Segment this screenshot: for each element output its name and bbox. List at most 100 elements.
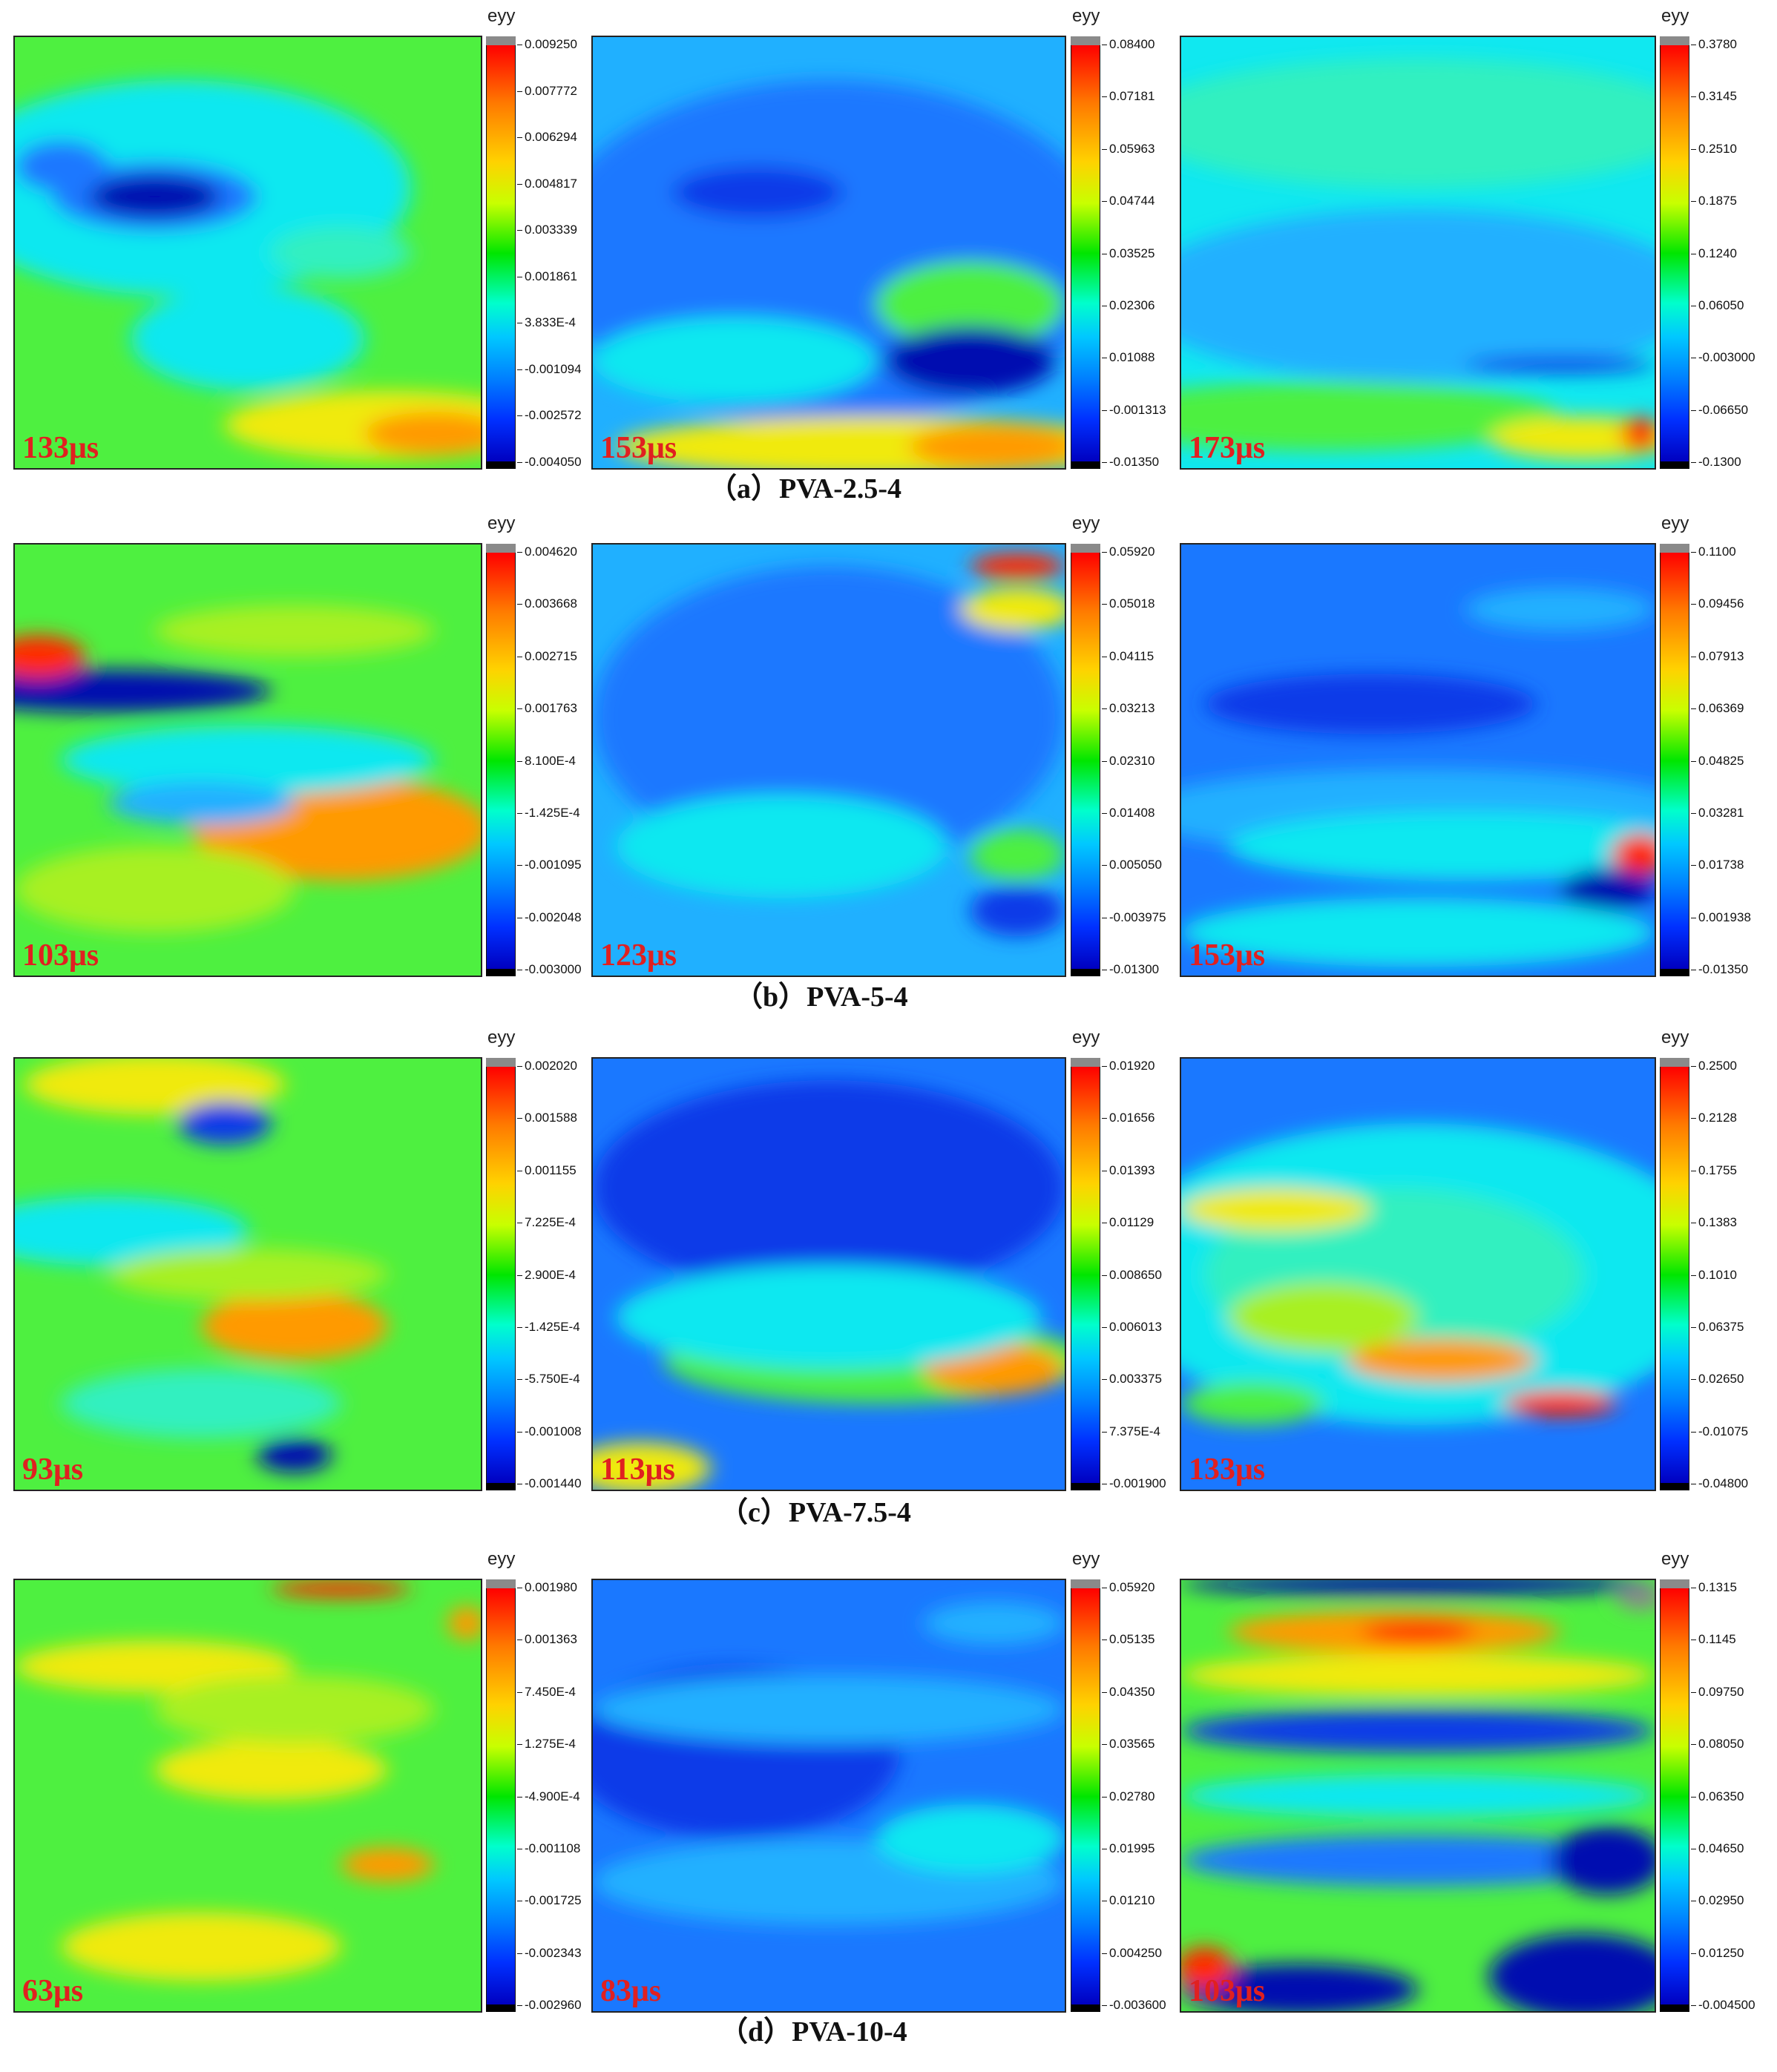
- colorbar-tick-label: -0.003000: [517, 962, 582, 976]
- time-label: 153μs: [1189, 938, 1266, 973]
- colorbar-tick-label: 0.003668: [517, 596, 577, 611]
- colorbar-title: eyy: [1072, 1549, 1100, 1569]
- colorbar-title: eyy: [487, 6, 516, 26]
- colorbar-tick-label: 0.02650: [1690, 1372, 1744, 1387]
- strain-map: 113μs: [591, 1057, 1066, 1491]
- strain-map: 133μs: [13, 36, 482, 470]
- colorbar-title: eyy: [1661, 1027, 1689, 1047]
- colorbar-tick-label: 8.100E-4: [517, 753, 576, 768]
- colorbar: [1071, 1579, 1100, 2012]
- time-label: 153μs: [600, 431, 677, 465]
- strain-map: 83μs: [591, 1579, 1066, 2013]
- colorbar-tick-label: -0.01350: [1101, 455, 1160, 469]
- colorbar: [1071, 1058, 1100, 1490]
- colorbar-tick-label: 0.09750: [1690, 1684, 1744, 1699]
- colorbar-tick-label: 0.03565: [1101, 1737, 1155, 1752]
- colorbar-tick-label: 0.01250: [1690, 1945, 1744, 1960]
- colorbar-tick-label: -0.004050: [517, 455, 582, 469]
- colorbar-title: eyy: [1661, 513, 1689, 533]
- time-label: 173μs: [1189, 431, 1266, 465]
- colorbar-tick-label: 7.450E-4: [517, 1684, 576, 1699]
- colorbar: [486, 1058, 516, 1490]
- colorbar-tick-label: 0.001588: [517, 1111, 577, 1125]
- colorbar-tick-label: 0.09456: [1690, 596, 1744, 611]
- colorbar-title: eyy: [1072, 1027, 1100, 1047]
- time-label: 113μs: [600, 1453, 675, 1487]
- colorbar-tick-label: 0.01995: [1101, 1841, 1155, 1855]
- colorbar-tick-label: 0.007772: [517, 83, 577, 98]
- colorbar-tick-label: -0.06650: [1690, 402, 1749, 417]
- strain-map: 123μs: [591, 543, 1066, 977]
- colorbar-tick-label: 0.02306: [1101, 297, 1155, 312]
- colorbar-tick-label: -0.002343: [517, 1945, 582, 1960]
- colorbar: [486, 36, 516, 469]
- colorbar: [486, 544, 516, 976]
- colorbar-tick-label: -0.003975: [1102, 910, 1166, 924]
- time-label: 133μs: [1189, 1453, 1266, 1487]
- colorbar-tick-label: -0.002048: [517, 910, 582, 924]
- colorbar: [1660, 36, 1689, 469]
- colorbar-tick-label: -0.003600: [1102, 1998, 1166, 2012]
- colorbar: [1071, 36, 1100, 469]
- colorbar-tick-label: 0.07913: [1690, 648, 1744, 663]
- colorbar-tick-label: -0.01300: [1101, 962, 1160, 976]
- colorbar-tick-label: -0.01350: [1690, 962, 1749, 976]
- colorbar-tick-label: 0.002020: [517, 1059, 577, 1073]
- colorbar-tick-label: 0.05135: [1101, 1632, 1155, 1647]
- row-caption: （c）PVA-7.5-4: [720, 1497, 911, 1528]
- colorbar-tick-label: -0.002960: [517, 1998, 582, 2012]
- colorbar: [1071, 544, 1100, 976]
- colorbar-tick-label: -0.001900: [1102, 1476, 1166, 1490]
- colorbar-tick-label: 3.833E-4: [517, 315, 576, 330]
- colorbar-tick-label: 0.02780: [1101, 1789, 1155, 1803]
- colorbar-tick-label: -4.900E-4: [517, 1789, 580, 1803]
- colorbar-tick-label: -0.001108: [516, 1841, 581, 1855]
- colorbar-tick-label: 0.1145: [1691, 1632, 1736, 1647]
- strain-map: 103μs: [1180, 1579, 1656, 2013]
- time-label: 83μs: [600, 1974, 662, 2008]
- row-caption: （b）PVA-5-4: [735, 981, 908, 1013]
- colorbar-tick-label: 0.06375: [1690, 1319, 1744, 1334]
- colorbar-tick-label: 0.1755: [1691, 1162, 1737, 1177]
- colorbar-tick-label: 0.1875: [1691, 194, 1737, 208]
- colorbar-tick-label: 0.03525: [1101, 246, 1155, 260]
- colorbar-tick-label: -0.001095: [517, 858, 582, 872]
- colorbar-tick-label: 0.01088: [1101, 350, 1155, 365]
- colorbar-tick-label: 0.04350: [1101, 1684, 1155, 1699]
- colorbar-tick-label: 0.1315: [1691, 1580, 1737, 1594]
- colorbar-tick-label: 0.001363: [517, 1632, 577, 1647]
- colorbar-tick-label: 0.05963: [1101, 141, 1155, 156]
- time-label: 93μs: [22, 1453, 84, 1487]
- colorbar-tick-label: -0.001440: [517, 1476, 582, 1490]
- colorbar-tick-label: 7.375E-4: [1102, 1424, 1160, 1438]
- colorbar-tick-label: 0.01738: [1690, 858, 1744, 872]
- colorbar-tick-label: 0.002715: [517, 648, 577, 663]
- colorbar-tick-label: 0.006013: [1102, 1319, 1162, 1334]
- colorbar-tick-label: 7.225E-4: [517, 1215, 576, 1230]
- colorbar-tick-label: 0.02950: [1690, 1893, 1744, 1908]
- row-caption: （d）PVA-10-4: [720, 2016, 907, 2048]
- colorbar-title: eyy: [487, 513, 516, 533]
- colorbar-tick-label: 0.03213: [1101, 701, 1155, 716]
- strain-map: 153μs: [591, 36, 1066, 470]
- strain-map: 173μs: [1180, 36, 1656, 470]
- colorbar-tick-label: 0.1100: [1691, 545, 1736, 559]
- time-label: 103μs: [22, 938, 99, 973]
- colorbar-tick-label: 0.08400: [1101, 37, 1155, 51]
- colorbar-tick-label: -0.003000: [1691, 350, 1755, 365]
- colorbar-tick-label: 0.01656: [1101, 1111, 1155, 1125]
- colorbar-tick-label: 0.01393: [1101, 1162, 1155, 1177]
- colorbar-tick-label: 0.08050: [1690, 1737, 1744, 1752]
- colorbar-tick-label: 0.005050: [1102, 858, 1162, 872]
- colorbar-tick-label: 2.900E-4: [517, 1267, 576, 1282]
- colorbar-tick-label: 0.008650: [1102, 1267, 1162, 1282]
- colorbar-tick-label: 0.003339: [517, 223, 577, 237]
- colorbar-tick-label: 0.07181: [1101, 89, 1155, 104]
- colorbar-tick-label: -0.002572: [517, 408, 582, 423]
- colorbar-tick-label: 0.009250: [517, 37, 577, 51]
- colorbar-tick-label: 0.01920: [1101, 1059, 1155, 1073]
- strain-map: 93μs: [13, 1057, 482, 1491]
- colorbar-title: eyy: [487, 1549, 516, 1569]
- colorbar-tick-label: 0.06369: [1690, 701, 1744, 716]
- colorbar-tick-label: 0.2128: [1691, 1111, 1737, 1125]
